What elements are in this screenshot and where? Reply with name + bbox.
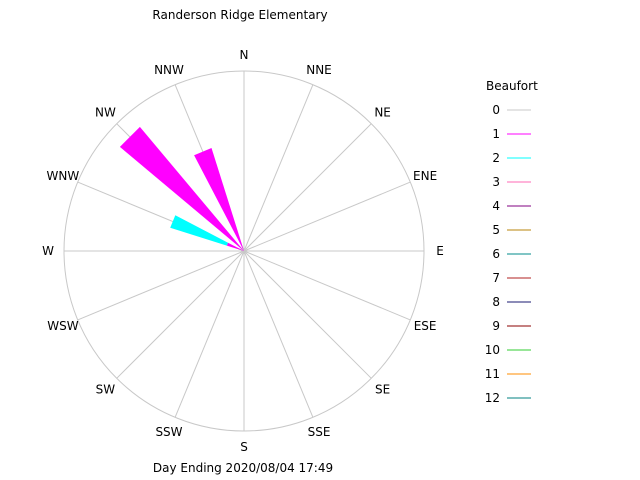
spoke-ne: [243, 123, 372, 252]
petal-nw-beaufort-1: [119, 126, 244, 251]
legend-label-9: 9: [492, 319, 500, 333]
direction-label-s: S: [240, 440, 248, 454]
direction-label-ene: ENE: [413, 169, 437, 183]
spoke-ese: [243, 250, 411, 321]
legend-label-8: 8: [492, 295, 500, 309]
direction-label-nnw: NNW: [154, 63, 184, 77]
direction-label-ese: ESE: [414, 319, 437, 333]
direction-label-ssw: SSW: [155, 425, 182, 439]
legend-label-10: 10: [485, 343, 500, 357]
legend-label-6: 6: [492, 247, 500, 261]
direction-label-nw: NW: [95, 105, 116, 119]
direction-label-se: SE: [375, 383, 390, 397]
petal-nnw-beaufort-1: [194, 148, 244, 251]
spoke-sw: [116, 250, 245, 379]
legend-label-1: 1: [492, 127, 500, 141]
spoke-nne: [243, 84, 314, 252]
legend-label-2: 2: [492, 151, 500, 165]
petal-wnw-beaufort-1: [226, 242, 244, 251]
legend-label-12: 12: [485, 391, 500, 405]
direction-label-sw: SW: [96, 383, 116, 397]
legend-label-3: 3: [492, 175, 500, 189]
direction-label-ne: NE: [374, 105, 391, 119]
direction-label-e: E: [436, 244, 444, 258]
spoke-se: [243, 250, 372, 379]
legend-label-7: 7: [492, 271, 500, 285]
legend-label-4: 4: [492, 199, 500, 213]
legend-label-0: 0: [492, 103, 500, 117]
spoke-sse: [243, 250, 314, 418]
direction-label-wsw: WSW: [47, 319, 78, 333]
spoke-wsw: [77, 250, 245, 321]
direction-label-nne: NNE: [306, 63, 332, 77]
spoke-ssw: [174, 250, 245, 418]
direction-label-n: N: [240, 48, 249, 62]
legend-label-5: 5: [492, 223, 500, 237]
chart-title: Randerson Ridge Elementary: [152, 8, 327, 22]
legend-label-11: 11: [485, 367, 500, 381]
petal-wnw-beaufort-2: [170, 215, 228, 246]
chart-footer: Day Ending 2020/08/04 17:49: [153, 461, 333, 475]
spoke-ene: [243, 181, 411, 252]
legend-title: Beaufort: [486, 79, 538, 93]
direction-label-sse: SSE: [308, 425, 331, 439]
direction-label-wnw: WNW: [47, 169, 80, 183]
direction-label-w: W: [42, 244, 54, 258]
wind-rose-plot: N NNE NE ENE E ESE SE SSE S SSW SW WSW W WNW NW NNW: [42, 48, 444, 454]
